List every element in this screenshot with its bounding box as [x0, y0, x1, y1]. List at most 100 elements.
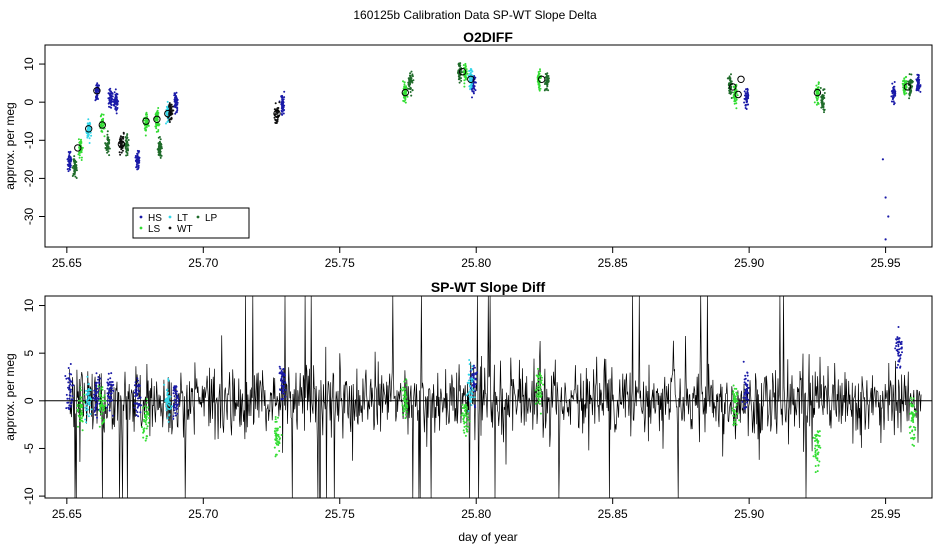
o2diff-point-lp — [458, 81, 461, 84]
slope-diff-point-ls — [913, 444, 915, 447]
slope-diff-point-ls — [542, 383, 545, 386]
o2diff-ytick-label: -30 — [22, 208, 36, 226]
o2diff-point-hs — [893, 103, 895, 106]
o2diff-point-hs — [916, 76, 919, 79]
slope-diff-point-hs — [745, 406, 748, 408]
slope-diff-point-hs — [134, 381, 137, 384]
o2diff-point-hs — [893, 93, 896, 96]
slope-diff-point-ls — [465, 406, 468, 409]
slope-diff-point-ls — [817, 440, 820, 443]
slope-diff-point-ls — [141, 426, 143, 429]
o2diff-point-lp — [546, 78, 549, 81]
slope-diff-point-ls — [735, 387, 738, 390]
slope-diff-point-lt — [165, 402, 168, 405]
o2diff-point-hs — [68, 160, 71, 163]
slope-diff-point-hs — [96, 387, 99, 390]
o2diff-point-lp — [544, 88, 547, 91]
o2diff-point-ls — [157, 129, 160, 131]
slope-diff-point-ls — [462, 420, 465, 423]
slope-diff-point-hs — [135, 414, 138, 417]
slope-diff-point-hs — [899, 341, 902, 344]
slope-diff-point-ls — [536, 386, 539, 389]
o2diff-point-lp — [107, 138, 110, 141]
o2diff-point-lp — [74, 163, 76, 166]
slope-diff-point-hs — [111, 399, 114, 402]
o2diff-point-hs — [282, 109, 285, 112]
o2diff-point-hs — [114, 108, 117, 110]
slope-diff-point-hs — [69, 388, 72, 391]
o2diff-point-hs — [69, 163, 71, 166]
slope-diff-point-ls — [464, 434, 467, 437]
o2diff-point-ls — [464, 62, 467, 65]
slope-diff-point-ls — [101, 404, 104, 407]
o2diff-point-ls — [903, 92, 906, 95]
slope-diff-xtick-label: 25.75 — [325, 507, 355, 521]
slope-diff-point-ls — [463, 425, 466, 428]
o2diff-point-lp — [409, 72, 412, 75]
o2diff-point-hs — [891, 92, 894, 95]
o2diff-point-lp — [411, 73, 414, 76]
slope-diff-point-ls — [537, 367, 539, 370]
o2diff-point-hs — [471, 96, 473, 99]
o2diff-point-lp — [822, 103, 825, 106]
o2diff-xtick-label: 25.75 — [325, 256, 355, 270]
o2diff-point-lp — [72, 158, 75, 161]
o2diff-point-lp — [104, 147, 107, 149]
o2diff-point-lp — [106, 133, 109, 136]
slope-diff-point-ls — [539, 399, 542, 402]
o2diff-point-lp — [409, 86, 412, 89]
slope-diff-point-ls — [145, 413, 148, 416]
o2diff-point-ls — [463, 75, 466, 78]
o2diff-point-ls — [816, 86, 819, 89]
slope-diff-point-hs — [743, 381, 746, 384]
o2diff-point-lt — [468, 70, 471, 72]
slope-diff-point-lt — [87, 397, 90, 400]
o2diff-mean-marker — [98, 121, 107, 129]
slope-diff-point-ls — [103, 409, 106, 411]
slope-diff-point-lt — [88, 400, 91, 403]
slope-diff-point-hs — [133, 402, 136, 405]
slope-diff-point-hs — [898, 358, 901, 361]
slope-diff-point-hs — [133, 406, 136, 409]
slope-diff-point-ls — [143, 418, 145, 421]
slope-diff-point-ls — [911, 429, 914, 432]
slope-diff-point-ls — [538, 402, 541, 405]
slope-diff-ytick-label: 10 — [22, 299, 36, 313]
o2diff-point-ls — [815, 90, 818, 92]
o2diff-point-ls — [79, 141, 82, 143]
slope-diff-point-ls — [735, 423, 738, 426]
slope-diff-point-ls — [148, 417, 151, 419]
slope-diff-point-ls — [145, 419, 147, 422]
slope-diff-point-ls — [910, 396, 912, 399]
o2diff-point-ls — [736, 94, 739, 97]
slope-diff-point-hs — [67, 386, 69, 389]
slope-diff-point-hs — [174, 387, 177, 389]
slope-diff-point-ls — [538, 378, 540, 381]
slope-diff-point-hs — [111, 414, 114, 417]
o2diff-point-lp — [126, 133, 129, 136]
o2diff-xtick-label: 25.80 — [461, 256, 491, 270]
slope-diff-point-ls — [537, 376, 540, 379]
slope-diff-point-ls — [400, 388, 403, 391]
slope-diff-point-hs — [281, 385, 284, 388]
o2diff-point-hs — [115, 92, 118, 95]
slope-diff-point-ls — [405, 410, 408, 413]
slope-diff-point-hs — [106, 406, 109, 409]
slope-diff-point-hs — [898, 337, 901, 340]
slope-diff-axes: 25.65 25.70 25.75 25.80 25.85 25.90 25.95 -10 -5… — [22, 299, 901, 521]
slope-diff-point-lt — [167, 379, 170, 382]
legend-marker-lp — [196, 215, 200, 219]
slope-diff-point-ls — [101, 402, 103, 405]
o2diff-point-hs — [176, 99, 179, 102]
slope-diff-point-ls — [144, 410, 146, 413]
o2diff-point-lp — [547, 89, 550, 92]
slope-diff-lines — [45, 295, 932, 499]
o2diff-point-hs — [916, 73, 919, 76]
slope-diff-point-lt — [88, 391, 91, 394]
slope-diff-point-lt — [164, 398, 167, 401]
o2diff-point-lp — [409, 76, 412, 79]
slope-diff-point-ls — [818, 460, 821, 463]
o2diff-point-hs — [281, 96, 284, 99]
slope-diff-point-ls — [539, 412, 542, 415]
slope-diff-point-ls — [276, 437, 278, 440]
